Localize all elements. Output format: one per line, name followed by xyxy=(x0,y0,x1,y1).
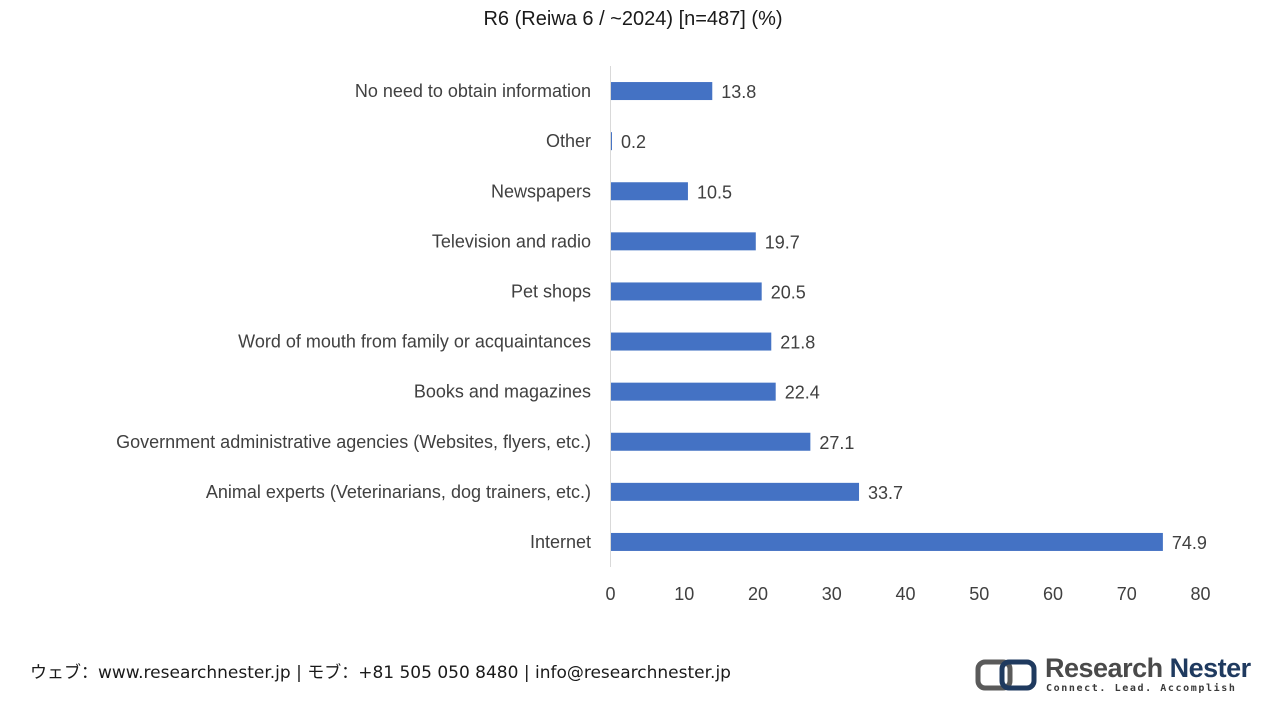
value-label: 21.8 xyxy=(780,333,815,353)
category-label: Animal experts (Veterinarians, dog train… xyxy=(206,482,591,502)
x-tick-label: 50 xyxy=(969,584,989,604)
bar xyxy=(610,282,762,301)
category-label: No need to obtain information xyxy=(355,81,591,101)
bar xyxy=(610,132,612,151)
logo-name-part2: Nester xyxy=(1169,653,1252,683)
value-label: 74.9 xyxy=(1172,533,1207,553)
logo-name-part1: Research xyxy=(1045,653,1163,683)
category-label: Other xyxy=(546,131,591,151)
value-label: 13.8 xyxy=(721,82,756,102)
category-labels: No need to obtain information Other Newspa… xyxy=(116,81,591,552)
x-tick-label: 80 xyxy=(1190,584,1210,604)
bar xyxy=(610,382,776,401)
x-tick-label: 20 xyxy=(748,584,768,604)
chart-title: R6 (Reiwa 6 / ~2024) [n=487] (%) xyxy=(483,8,783,30)
x-tick-label: 0 xyxy=(605,584,615,604)
value-label: 0.2 xyxy=(621,132,646,152)
category-label: Books and magazines xyxy=(414,382,591,402)
x-tick-label: 30 xyxy=(822,584,842,604)
category-label: Pet shops xyxy=(511,281,591,301)
value-label: 22.4 xyxy=(785,383,820,403)
value-label: 10.5 xyxy=(697,182,732,202)
logo-tagline: Connect. Lead. Accomplish xyxy=(1046,683,1237,694)
x-tick-label: 60 xyxy=(1043,584,1063,604)
x-tick-label: 70 xyxy=(1117,584,1137,604)
x-axis-ticks: 0 10 20 30 40 50 60 70 80 xyxy=(605,584,1210,604)
footer-contact: ウェブ：www.researchnester.jp | モブ：+81 505 0… xyxy=(30,663,731,683)
x-tick-label: 40 xyxy=(895,584,915,604)
value-labels: 13.8 0.2 10.5 19.7 20.5 21.8 22.4 27.1 33.7 74.9 xyxy=(621,82,1207,553)
value-label: 27.1 xyxy=(819,433,854,453)
bar xyxy=(610,332,772,351)
category-label: Word of mouth from family or acquaintanc… xyxy=(238,332,591,352)
category-label: Newspapers xyxy=(491,181,591,201)
category-label: Government administrative agencies (Webs… xyxy=(116,432,591,452)
bar-chart: No need to obtain information Other Newspa… xyxy=(116,66,1211,604)
bar xyxy=(610,82,713,101)
bar xyxy=(610,232,756,251)
logo-mark-icon xyxy=(975,659,1037,691)
logo-name: Research Nester xyxy=(1045,653,1251,684)
value-label: 20.5 xyxy=(771,282,806,302)
research-nester-logo: Research Nester Connect. Lead. Accomplis… xyxy=(975,653,1251,697)
bar xyxy=(610,482,860,501)
value-label: 19.7 xyxy=(765,232,800,252)
bar xyxy=(610,182,688,201)
value-label: 33.7 xyxy=(868,483,903,503)
x-tick-label: 10 xyxy=(674,584,694,604)
category-label: Television and radio xyxy=(432,231,591,251)
bar xyxy=(610,532,1163,551)
bar xyxy=(610,432,811,451)
category-label: Internet xyxy=(530,532,591,552)
bars-layer xyxy=(610,82,1163,551)
